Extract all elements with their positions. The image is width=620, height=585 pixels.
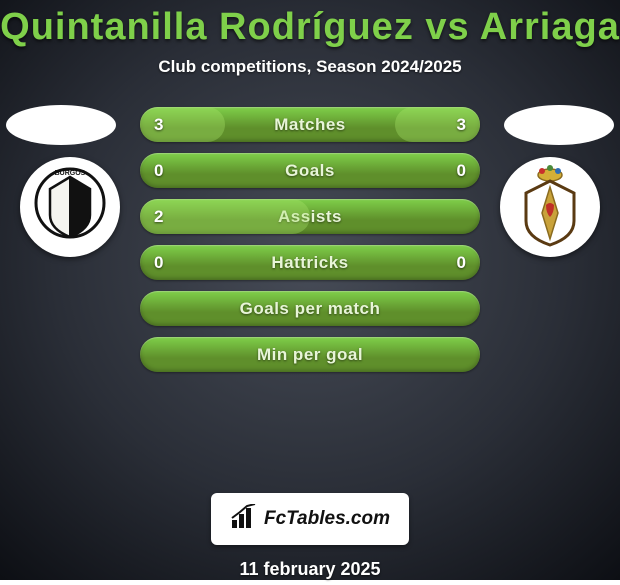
real-zaragoza-crest-icon <box>514 165 586 249</box>
stat-label: Goals <box>285 161 335 181</box>
stat-label: Matches <box>274 115 346 135</box>
burgos-cf-crest-icon: BURGOS <box>34 167 106 247</box>
stat-row: Matches 3 3 <box>140 107 480 142</box>
fctables-logo-icon <box>230 504 260 535</box>
stat-label: Min per goal <box>257 345 363 365</box>
stat-value-left: 0 <box>154 253 163 273</box>
svg-text:BURGOS: BURGOS <box>55 170 86 177</box>
club-badge-right <box>500 157 600 257</box>
stat-row: Goals 0 0 <box>140 153 480 188</box>
date-label: 11 february 2025 <box>239 559 380 580</box>
comparison-panel: BURGOS Matches 3 3 Goals 0 0 Assists2 Hattricks… <box>0 95 620 493</box>
club-badge-left: BURGOS <box>20 157 120 257</box>
stat-rows: Matches33Goals00Assists2Hattricks00Goals… <box>140 107 480 372</box>
stat-fill-left <box>140 199 310 234</box>
stat-row: Assists2 <box>140 199 480 234</box>
stat-value-right: 0 <box>457 161 466 181</box>
stat-row: Hattricks 0 0 <box>140 245 480 280</box>
player-photo-left <box>6 105 116 145</box>
stat-value-left: 0 <box>154 161 163 181</box>
subtitle: Club competitions, Season 2024/2025 <box>158 57 461 77</box>
stat-row: Goals per match <box>140 291 480 326</box>
stat-row: Min per goal <box>140 337 480 372</box>
stat-label: Goals per match <box>240 299 381 319</box>
stat-value-right: 0 <box>457 253 466 273</box>
fctables-text: FcTables.com <box>264 508 390 530</box>
stat-label: Hattricks <box>271 253 348 273</box>
player-photo-right <box>504 105 614 145</box>
fctables-badge: FcTables.com <box>211 493 409 545</box>
stat-fill-left <box>140 107 225 142</box>
page-title: Quintanilla Rodríguez vs Arriaga <box>0 6 620 49</box>
stat-value-left: 3 <box>154 115 163 135</box>
stat-value-left: 2 <box>154 207 163 227</box>
stat-value-right: 3 <box>457 115 466 135</box>
stat-fill-right <box>395 107 480 142</box>
